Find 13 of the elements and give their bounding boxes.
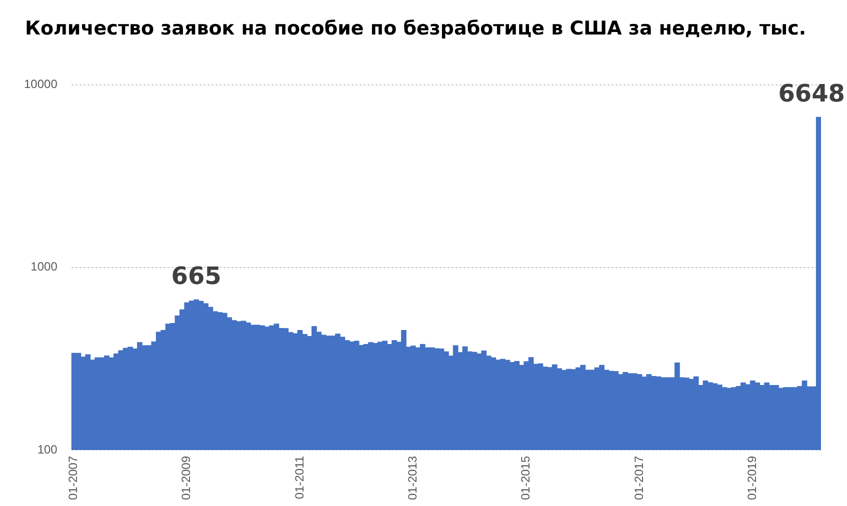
x-tick-label: 01-2019 (744, 456, 759, 500)
y-tick-label: 1000 (30, 260, 58, 274)
data-label: 665 (171, 262, 222, 290)
x-tick-label: 01-2011 (292, 456, 306, 500)
chart-title: Количество заявок на пособие по безработице в США за неделю, тыс. (24, 17, 806, 40)
x-tick-label: 01-2015 (518, 456, 533, 500)
x-tick-label: 01-2013 (405, 456, 420, 500)
x-tick-label: 01-2009 (179, 456, 194, 500)
x-tick-label: 01-2007 (66, 456, 80, 500)
x-tick-label: 01-2017 (632, 456, 646, 500)
y-tick-label: 100 (37, 442, 58, 456)
y-tick-label: 10000 (24, 77, 58, 92)
data-label: 6648 (778, 79, 845, 108)
